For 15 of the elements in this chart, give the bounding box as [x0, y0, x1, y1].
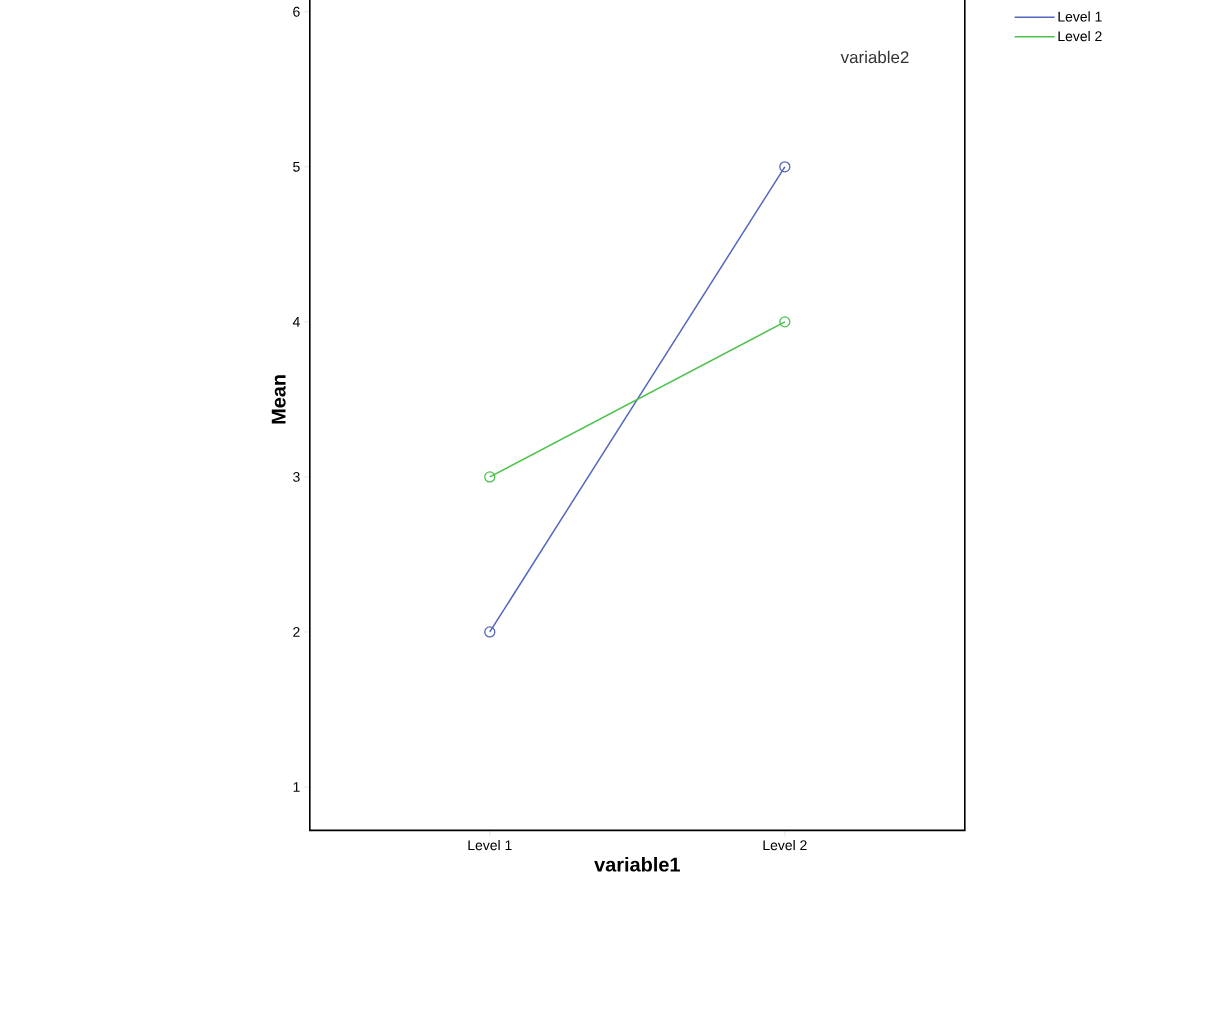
y-tick-label: 3 — [293, 471, 300, 482]
legend-label: Level 2 — [1058, 30, 1102, 42]
y-tick-label: 4 — [292, 317, 300, 327]
y-axis-title: Mean — [271, 375, 286, 424]
point — [484, 471, 496, 483]
y-tick-label: 5 — [293, 161, 300, 172]
x-axis-title: variable1 — [594, 856, 680, 872]
y-tick-label: 2 — [293, 627, 300, 637]
y-tick-label: 1 — [293, 782, 300, 792]
point — [484, 626, 496, 638]
point — [779, 161, 791, 173]
point — [779, 316, 791, 328]
legend-label: Level 1 — [1058, 11, 1102, 22]
legend-title: variable2 — [840, 50, 909, 64]
y-tick-label: 6 — [293, 6, 300, 17]
